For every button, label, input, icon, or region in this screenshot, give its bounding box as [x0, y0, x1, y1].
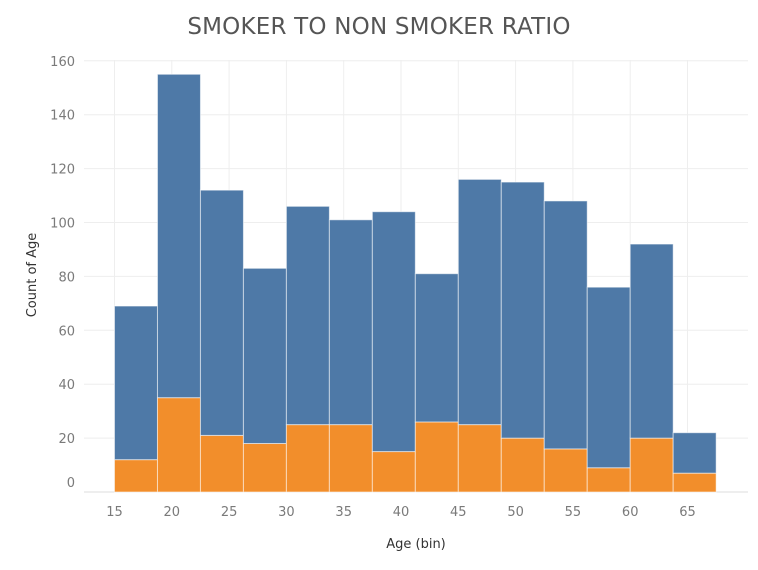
- x-axis-ticks: 15 20 25 30 35 40 45 50 55 60 65: [106, 505, 696, 520]
- x-tick-label: 55: [565, 505, 582, 520]
- x-tick-label: 60: [622, 505, 639, 520]
- x-axis-title: Age (bin): [386, 537, 446, 552]
- bar-segment-non-smoker: [543, 200, 588, 450]
- x-tick-label: 65: [679, 505, 696, 520]
- y-tick-label: 20: [58, 432, 75, 447]
- bar-segment-non-smoker: [199, 189, 244, 436]
- x-tick-label: 50: [507, 505, 524, 520]
- bar-segment-non-smoker: [500, 181, 545, 439]
- y-axis-title: Count of Age: [25, 233, 40, 318]
- bar-segment-non-smoker: [242, 267, 287, 444]
- bar-segment-non-smoker: [586, 286, 631, 469]
- x-tick-label: 35: [335, 505, 352, 520]
- bar-segment-non-smoker: [457, 178, 502, 426]
- bar-segment-non-smoker: [328, 219, 373, 426]
- bar-segment-non-smoker: [672, 432, 717, 474]
- y-tick-label: 140: [50, 109, 75, 124]
- x-tick-label: 30: [278, 505, 295, 520]
- bar-segment-non-smoker: [371, 211, 416, 453]
- x-tick-label: 40: [393, 505, 410, 520]
- y-tick-label: 0: [67, 476, 75, 491]
- bar-segment-smoker: [242, 442, 287, 493]
- bars: [114, 73, 717, 493]
- bar-segment-smoker: [156, 397, 201, 493]
- y-axis-ticks: 0 20 40 60 80 100 120 140 160: [50, 55, 75, 491]
- x-tick-label: 45: [450, 505, 467, 520]
- bar-segment-smoker: [586, 467, 631, 493]
- bar-segment-smoker: [629, 437, 674, 493]
- bar-segment-non-smoker: [414, 273, 459, 423]
- y-tick-label: 160: [50, 55, 75, 70]
- chart-title: SMOKER TO NON SMOKER RATIO: [187, 14, 571, 40]
- y-tick-label: 80: [58, 270, 75, 285]
- bar-segment-smoker: [328, 424, 373, 493]
- bar-segment-smoker: [543, 448, 588, 493]
- y-tick-label: 60: [58, 324, 75, 339]
- y-tick-label: 100: [50, 217, 75, 232]
- bar-segment-smoker: [285, 424, 330, 493]
- bar-segment-smoker: [500, 437, 545, 493]
- bar-segment-non-smoker: [285, 205, 330, 426]
- bar-segment-non-smoker: [156, 73, 201, 399]
- bar-segment-smoker: [457, 424, 502, 493]
- bar-segment-smoker: [672, 472, 717, 493]
- y-tick-label: 40: [58, 378, 75, 393]
- bar-segment-smoker: [114, 459, 158, 493]
- x-tick-label: 20: [164, 505, 181, 520]
- x-tick-label: 15: [106, 505, 123, 520]
- bar-segment-smoker: [199, 434, 244, 493]
- x-tick-label: 25: [221, 505, 238, 520]
- y-tick-label: 120: [50, 163, 75, 178]
- bar-segment-smoker: [414, 421, 459, 493]
- bar-segment-smoker: [371, 451, 416, 493]
- bar-segment-non-smoker: [629, 243, 674, 439]
- bar-segment-non-smoker: [114, 305, 158, 461]
